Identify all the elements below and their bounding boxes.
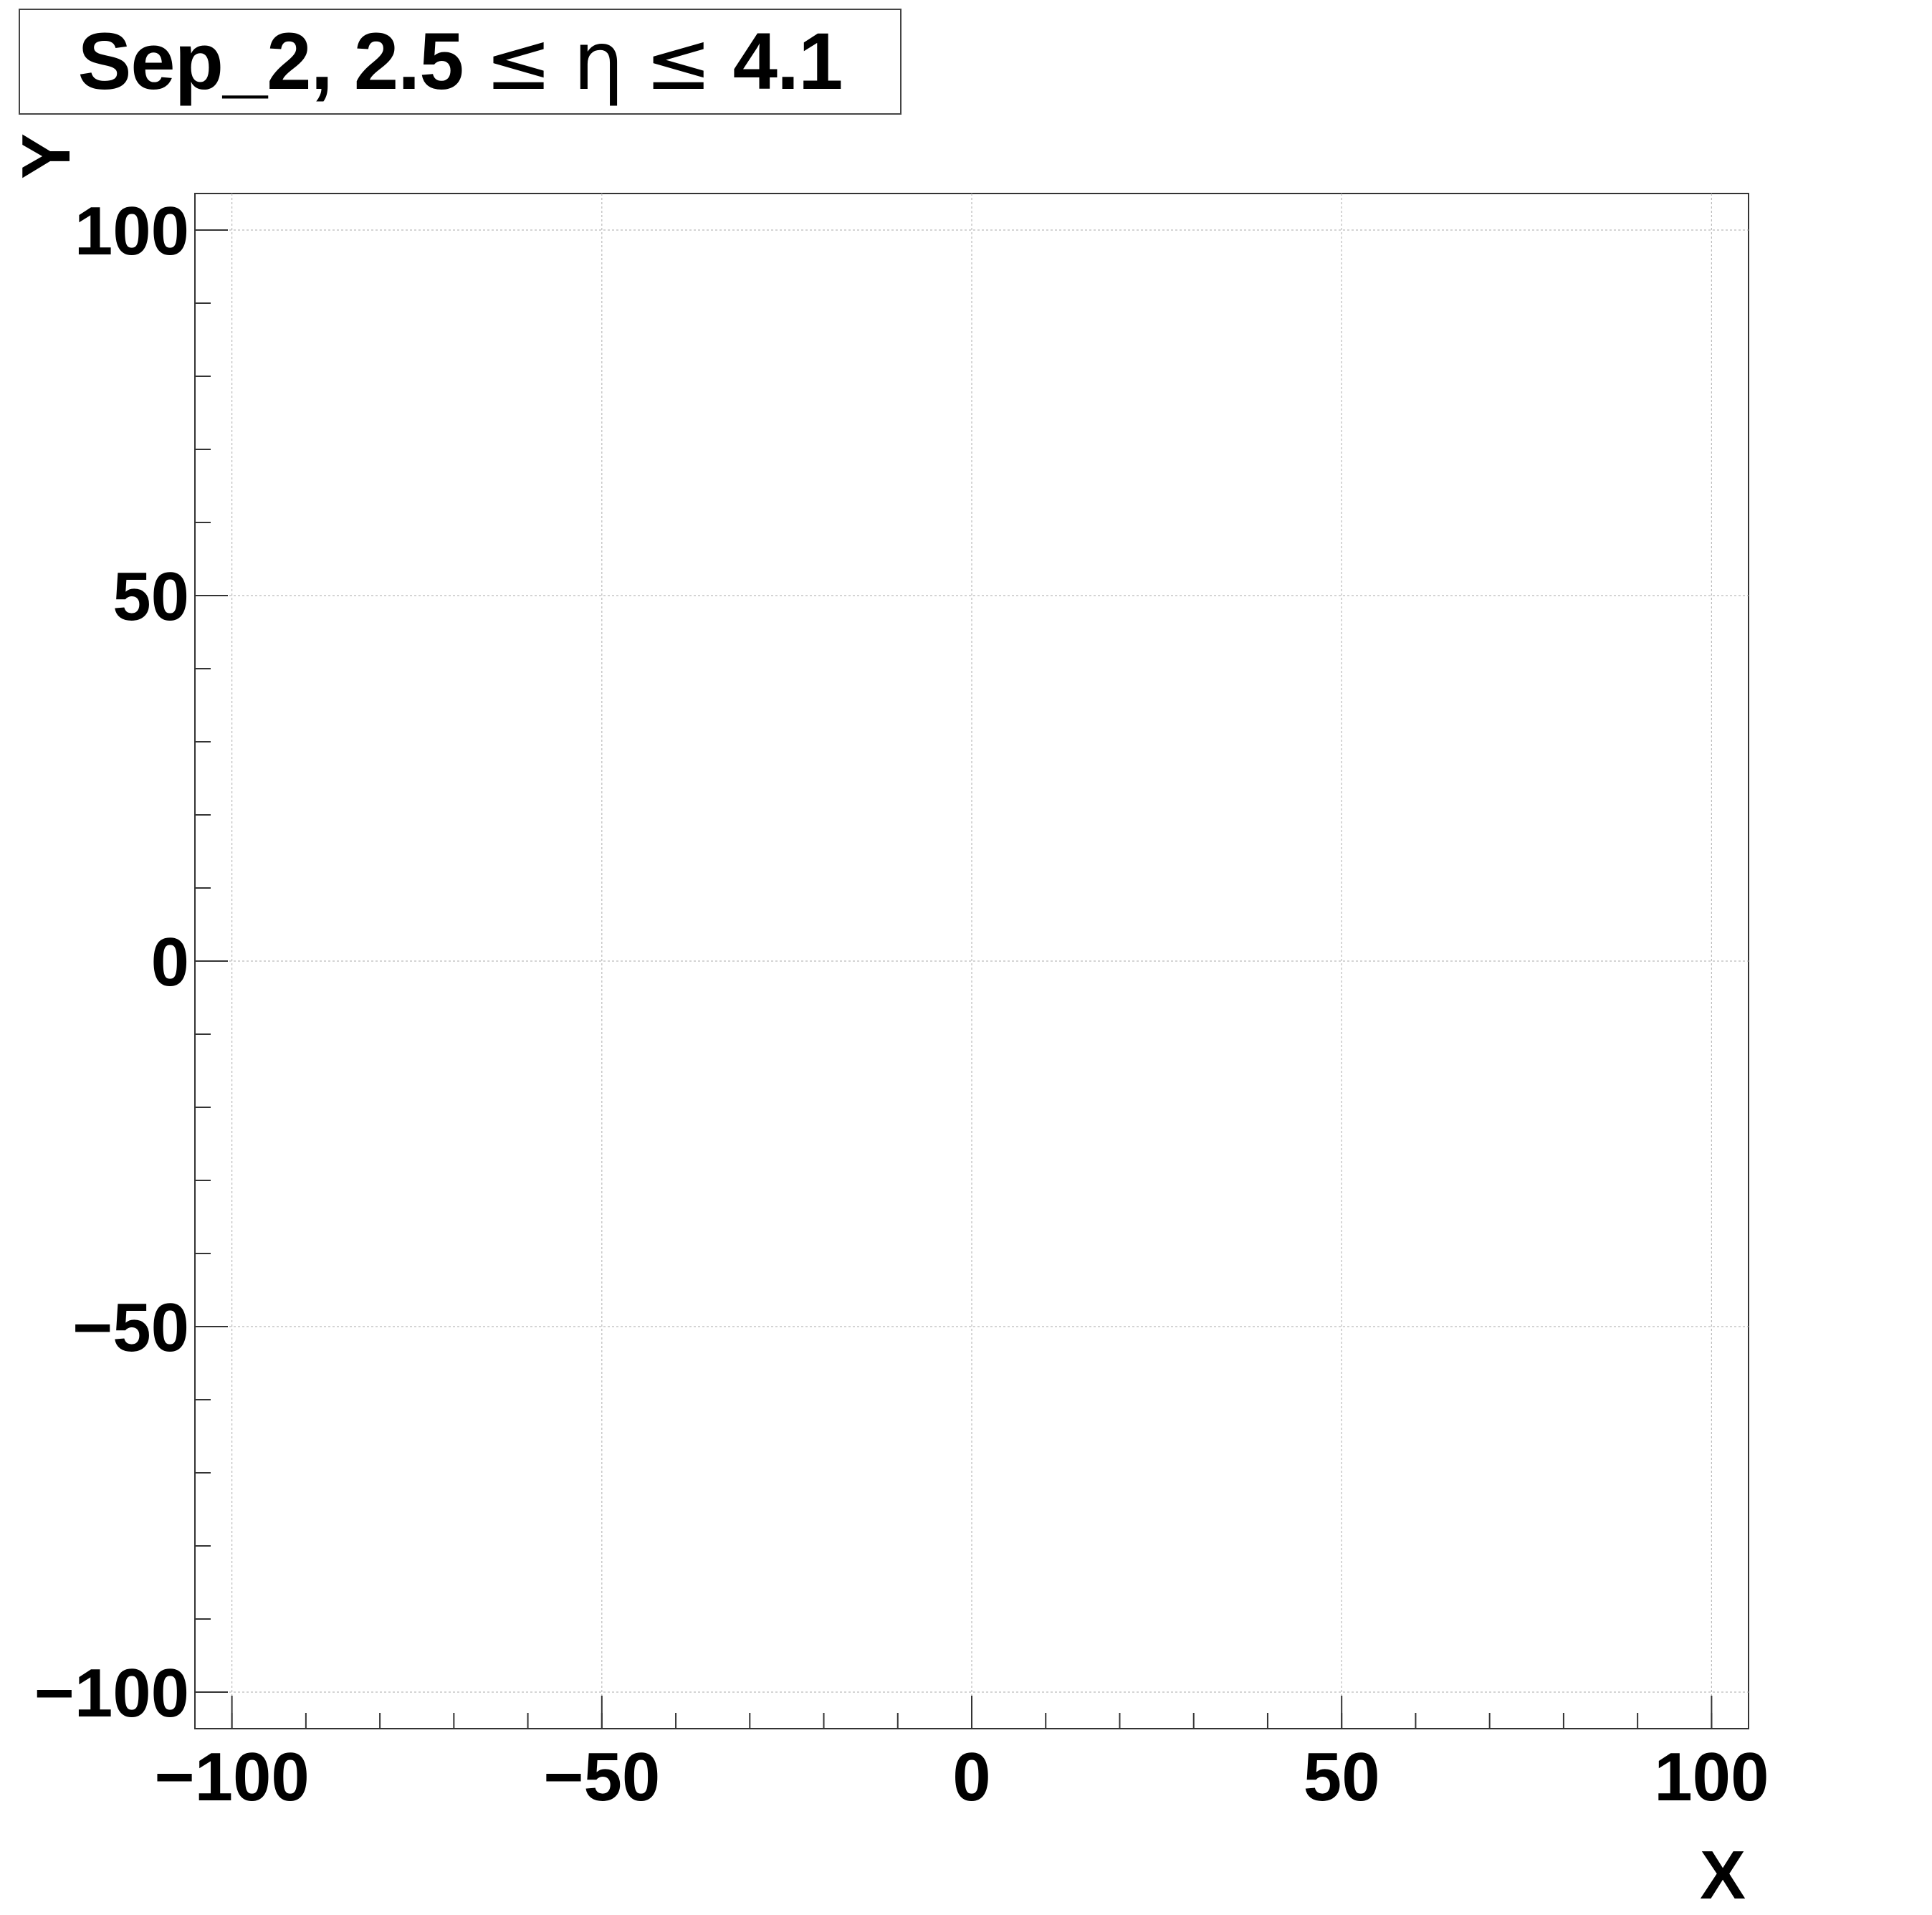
title-end: 4.1 (732, 16, 843, 106)
x-axis-title: X (1700, 1837, 1746, 1914)
x-tick-label: −100 (155, 1739, 310, 1815)
y-axis-title: Y (8, 133, 85, 179)
x-tick-label: 50 (1304, 1739, 1380, 1815)
x-tick-label: 100 (1654, 1739, 1769, 1815)
title-main: Sep_2, 2.5 (77, 16, 464, 106)
title-box: Sep_2, 2.5 ≤ η ≤ 4.1 (19, 9, 902, 115)
y-tick-label: 50 (113, 558, 189, 635)
y-tick-label: 100 (75, 193, 189, 269)
x-tick-label: −50 (543, 1739, 660, 1815)
y-tick-label: −50 (72, 1289, 189, 1366)
y-tick-label: 0 (151, 924, 189, 1001)
chart-title: Sep_2, 2.5 ≤ η ≤ 4.1 (78, 15, 843, 108)
x-tick-label: 0 (952, 1739, 990, 1815)
title-le-2: ≤ (644, 15, 712, 108)
title-le-1: ≤ (484, 15, 553, 108)
axes-layer: −100 −50 0 50 100 −100 −50 0 50 100 (34, 193, 1769, 1815)
y-tick-label: −100 (34, 1655, 189, 1732)
title-eta: η (573, 15, 624, 108)
